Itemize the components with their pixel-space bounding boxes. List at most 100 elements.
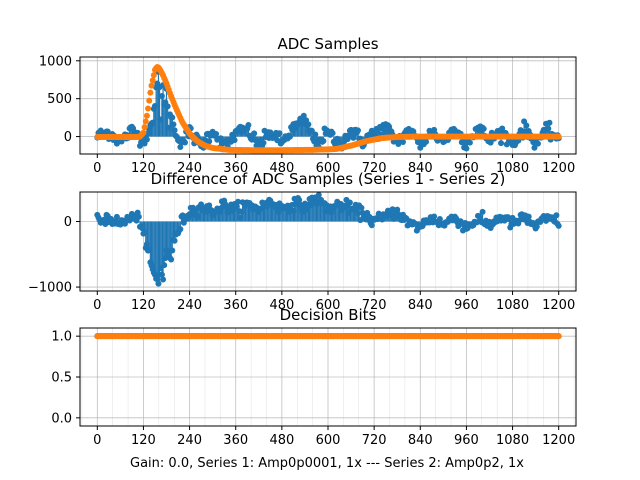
y-tick-label: 0 bbox=[64, 215, 72, 230]
data-point bbox=[140, 129, 147, 136]
y-tick-label: 1000 bbox=[39, 54, 72, 69]
x-tick-label: 840 bbox=[408, 433, 433, 448]
data-point bbox=[479, 208, 486, 215]
data-point bbox=[487, 139, 494, 146]
x-tick-label: 120 bbox=[131, 433, 156, 448]
data-point bbox=[231, 137, 238, 144]
data-point bbox=[531, 144, 538, 151]
data-point bbox=[399, 138, 406, 145]
chart-panel-2: 0 120 240 360 480 600 720 840 960 1080 1200 −1000 0 D… bbox=[28, 170, 577, 313]
x-tick-label: 0 bbox=[93, 298, 101, 313]
data-point bbox=[517, 127, 524, 134]
data-point bbox=[233, 203, 240, 210]
data-point bbox=[305, 121, 312, 128]
data-point bbox=[466, 139, 473, 146]
y-tick-label: −1000 bbox=[28, 281, 72, 296]
y-tick-label: 0 bbox=[64, 130, 72, 145]
data-point bbox=[463, 145, 470, 152]
x-tick-label: 0 bbox=[93, 161, 101, 176]
data-point bbox=[525, 213, 532, 220]
data-point bbox=[141, 124, 148, 131]
data-point bbox=[534, 140, 541, 147]
data-point bbox=[300, 112, 307, 119]
data-point bbox=[555, 222, 562, 229]
data-point bbox=[158, 271, 165, 278]
x-tick-label: 720 bbox=[362, 298, 387, 313]
data-point bbox=[546, 119, 553, 126]
data-point bbox=[260, 139, 267, 146]
data-point bbox=[151, 103, 158, 110]
data-point bbox=[251, 130, 258, 137]
data-point bbox=[263, 203, 270, 210]
data-point bbox=[157, 116, 164, 123]
y-tick-label: 1.0 bbox=[51, 330, 72, 345]
x-tick-label: 960 bbox=[454, 298, 479, 313]
x-tick-label: 480 bbox=[269, 161, 294, 176]
x-tick-label: 480 bbox=[269, 433, 294, 448]
x-tick-label: 960 bbox=[454, 433, 479, 448]
data-point bbox=[516, 217, 523, 224]
data-point bbox=[143, 241, 150, 248]
x-tick-label: 0 bbox=[93, 433, 101, 448]
x-tick-label: 1200 bbox=[542, 161, 575, 176]
data-point bbox=[169, 247, 176, 254]
data-point bbox=[286, 133, 293, 140]
x-tick-label: 1080 bbox=[496, 161, 529, 176]
data-point bbox=[171, 237, 178, 244]
series-1 bbox=[94, 191, 562, 287]
data-point bbox=[394, 206, 401, 213]
data-point bbox=[146, 246, 153, 253]
data-point bbox=[143, 112, 150, 119]
data-point bbox=[358, 204, 365, 211]
x-tick-label: 840 bbox=[408, 161, 433, 176]
series-2 bbox=[94, 333, 562, 340]
y-tick-label: 0.5 bbox=[51, 371, 72, 386]
x-tick-label: 360 bbox=[223, 433, 248, 448]
y-tick-label: 0.0 bbox=[51, 411, 72, 426]
data-point bbox=[555, 133, 562, 140]
x-tick-label: 1200 bbox=[542, 298, 575, 313]
data-point bbox=[290, 207, 297, 214]
data-point bbox=[423, 138, 430, 145]
data-point bbox=[146, 97, 153, 104]
figure-caption: Gain: 0.0, Series 1: Amp0p0001, 1x --- S… bbox=[130, 456, 524, 471]
data-point bbox=[523, 122, 530, 129]
plot-area bbox=[94, 333, 562, 340]
data-point bbox=[368, 222, 375, 229]
x-tick-label: 120 bbox=[131, 298, 156, 313]
data-point bbox=[275, 208, 282, 215]
data-point bbox=[143, 136, 150, 143]
data-point bbox=[181, 139, 188, 146]
x-tick-label: 600 bbox=[316, 433, 341, 448]
data-point bbox=[164, 103, 171, 110]
y-tick-label: 500 bbox=[47, 92, 72, 107]
x-tick-label: 360 bbox=[223, 298, 248, 313]
data-point bbox=[533, 223, 540, 230]
data-point bbox=[146, 126, 153, 133]
x-tick-label: 240 bbox=[177, 433, 202, 448]
x-tick-label: 240 bbox=[177, 298, 202, 313]
x-tick-label: 120 bbox=[131, 161, 156, 176]
data-point bbox=[177, 226, 184, 233]
data-point bbox=[329, 130, 336, 137]
chart-panel-3: 0 120 240 360 480 600 720 840 960 1080 1200 0.0 0.5 1… bbox=[51, 306, 577, 448]
data-point bbox=[160, 276, 167, 283]
data-point bbox=[389, 206, 396, 213]
x-tick-label: 600 bbox=[316, 298, 341, 313]
data-point bbox=[168, 256, 175, 263]
data-point bbox=[303, 206, 310, 213]
series-2 bbox=[94, 64, 562, 154]
plot-area bbox=[94, 191, 562, 287]
data-point bbox=[198, 201, 205, 208]
data-point bbox=[285, 208, 292, 215]
data-point bbox=[296, 196, 303, 203]
data-point bbox=[320, 138, 327, 145]
data-point bbox=[113, 213, 120, 220]
data-point bbox=[169, 114, 176, 121]
x-tick-label: 600 bbox=[316, 161, 341, 176]
data-point bbox=[350, 134, 357, 141]
x-tick-label: 720 bbox=[362, 433, 387, 448]
data-point bbox=[245, 122, 252, 129]
data-point bbox=[238, 208, 245, 215]
